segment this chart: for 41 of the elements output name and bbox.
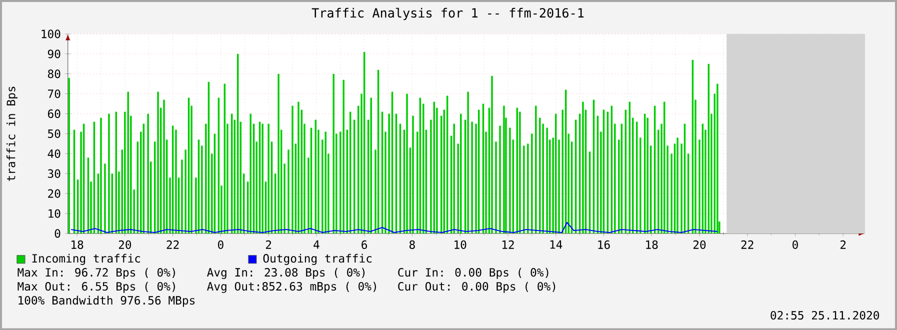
text: Cur Out: 0.00 Bps ( 0%) [398,282,556,293]
chart-title: Traffic Analysis for 1 -- ffm-2016-1 [312,8,584,20]
y-tick-label: 70 [48,89,60,98]
y-tick-label: 90 [48,49,60,58]
x-tick-label: 2 [266,240,272,249]
x-tick-label: 8 [410,240,415,249]
x-tick-label: 0 [218,240,224,249]
legend-label: Outgoing traffic [263,254,372,265]
y-tick-label: 30 [48,169,60,178]
y-tick-label: 20 [48,189,60,198]
x-tick-label: 14 [550,240,562,249]
text: Avg In: 23.08 Bps ( 0%) [207,268,365,279]
x-tick-label: 20 [693,240,706,249]
x-tick-label: 22 [166,240,179,249]
y-tick-label: 80 [48,69,60,78]
x-tick-label: 2 [840,240,846,249]
text: 100% Bandwidth 976.56 MBps [18,296,195,307]
text: Cur In: 0.00 Bps ( 0%) [398,268,548,279]
x-tick-label: 18 [72,240,84,249]
text: 02:55 25.11.2020 [770,310,880,320]
x-tick-label: 20 [118,240,132,249]
text: Max In: 96.72 Bps ( 0%) [18,268,175,279]
legend-label: Incoming traffic [32,254,140,265]
y-tick-label: 50 [48,129,60,138]
x-tick-label: 4 [314,240,320,249]
text: Avg Out:852.63 mBps ( 0%) [207,282,376,293]
x-tick-label: 16 [598,240,610,249]
line-series [70,222,718,233]
x-tick-label: 6 [362,240,367,249]
y-tick-label: 100 [42,29,60,38]
x-tick-label: 18 [646,240,658,249]
x-tick-label: 10 [454,240,466,249]
text: Max Out: 6.55 Bps ( 0%) [18,282,175,293]
x-tick-label: 22 [741,240,754,249]
y-tick-label: 10 [48,209,60,218]
y-axis-title: traffic in Bps [6,86,18,181]
y-tick-label: 0 [54,229,60,238]
y-tick-label: 40 [48,149,60,158]
x-tick-label: 12 [502,240,514,249]
y-tick-label: 60 [48,109,60,118]
x-tick-label: 0 [792,240,798,249]
